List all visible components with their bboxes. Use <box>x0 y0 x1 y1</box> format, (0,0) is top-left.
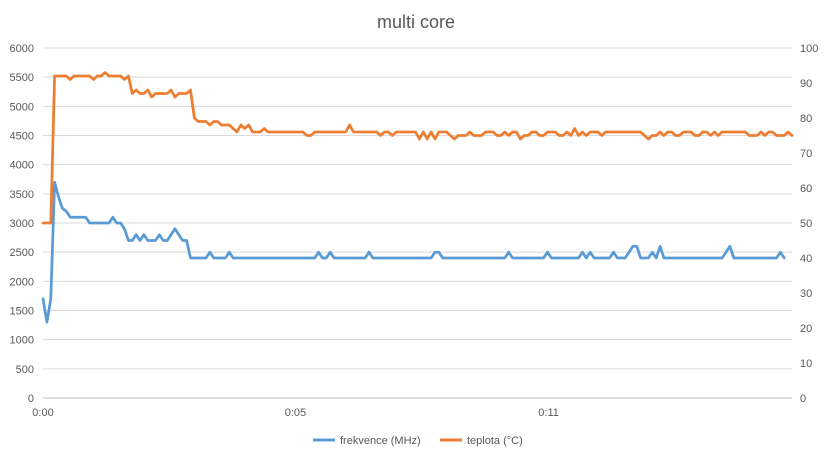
series-lines <box>41 71 794 324</box>
y-left-tick-label: 1000 <box>10 335 34 347</box>
chart-title: multi core <box>377 12 455 32</box>
series-line-frekvence <box>41 180 786 324</box>
y-right-tick-label: 100 <box>800 43 818 55</box>
legend-label: frekvence (MHz) <box>340 435 421 447</box>
y-right-tick-label: 80 <box>800 113 812 125</box>
y-right-tick-label: 10 <box>800 358 812 370</box>
y-left-tick-label: 5500 <box>10 72 34 84</box>
y-left-tick-label: 6000 <box>10 43 34 55</box>
y-left-tick-label: 4000 <box>10 160 34 172</box>
y-right-tick-label: 90 <box>800 78 812 90</box>
legend: frekvence (MHz) teplota (°C) <box>313 435 523 447</box>
x-tick-label: 0:00 <box>32 407 53 419</box>
y-right-tick-label: 70 <box>800 148 812 160</box>
y-left-tick-label: 2000 <box>10 276 34 288</box>
y-left-tick-label: 5000 <box>10 101 34 113</box>
y-left-tick-label: 4500 <box>10 131 34 143</box>
y-right-tick-label: 50 <box>800 218 812 230</box>
series-line-teplota <box>41 71 794 225</box>
y-left-tick-label: 0 <box>28 393 34 405</box>
y-left-tick-label: 1500 <box>10 306 34 318</box>
x-tick-label: 0:11 <box>538 407 559 419</box>
x-tick-label: 0:05 <box>285 407 306 419</box>
y-left-tick-label: 3500 <box>10 189 34 201</box>
y-right-tick-label: 60 <box>800 183 812 195</box>
y-right-tick-label: 30 <box>800 288 812 300</box>
y-right-tick-label: 40 <box>800 253 812 265</box>
y-right-tick-label: 20 <box>800 323 812 335</box>
y-left-tick-label: 3000 <box>10 218 34 230</box>
legend-label: teplota (°C) <box>467 435 523 447</box>
y-left-tick-label: 2500 <box>10 247 34 259</box>
y-left-tick-label: 500 <box>16 364 34 376</box>
y-right-tick-label: 0 <box>800 393 806 405</box>
axes: 0500100015002000250030003500400045005000… <box>10 43 819 419</box>
